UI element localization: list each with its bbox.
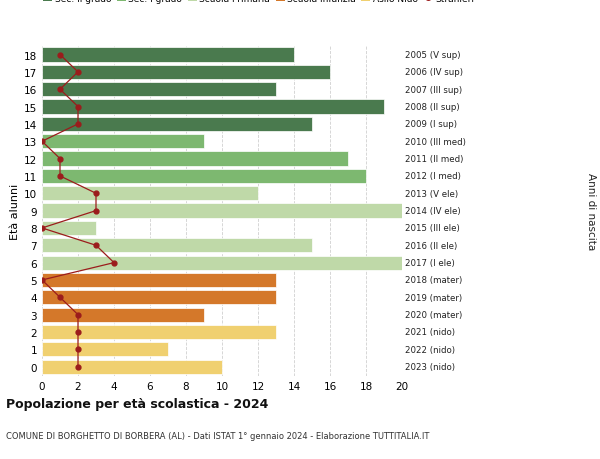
- Text: Anni di nascita: Anni di nascita: [586, 173, 596, 250]
- Text: 2009 (I sup): 2009 (I sup): [405, 120, 457, 129]
- Text: 2022 (nido): 2022 (nido): [405, 345, 455, 354]
- Bar: [42, 48, 294, 62]
- Bar: [42, 308, 204, 322]
- Text: 2005 (V sup): 2005 (V sup): [405, 51, 461, 60]
- Text: 2012 (I med): 2012 (I med): [405, 172, 461, 181]
- Text: 2019 (mater): 2019 (mater): [405, 293, 462, 302]
- Text: 2011 (II med): 2011 (II med): [405, 155, 463, 164]
- Text: 2021 (nido): 2021 (nido): [405, 328, 455, 337]
- Bar: [42, 221, 96, 235]
- Bar: [42, 83, 276, 97]
- Bar: [42, 239, 312, 253]
- Bar: [42, 169, 366, 184]
- Text: 2008 (II sup): 2008 (II sup): [405, 103, 460, 112]
- Y-axis label: Età alunni: Età alunni: [10, 183, 20, 239]
- Bar: [42, 204, 402, 218]
- Text: 2014 (IV ele): 2014 (IV ele): [405, 207, 461, 216]
- Text: 2007 (III sup): 2007 (III sup): [405, 85, 462, 95]
- Text: 2013 (V ele): 2013 (V ele): [405, 190, 458, 198]
- Bar: [42, 100, 384, 114]
- Bar: [42, 135, 204, 149]
- Bar: [42, 187, 258, 201]
- Text: 2018 (mater): 2018 (mater): [405, 276, 462, 285]
- Bar: [42, 66, 330, 80]
- Text: 2016 (II ele): 2016 (II ele): [405, 241, 457, 250]
- Bar: [42, 152, 348, 166]
- Text: 2006 (IV sup): 2006 (IV sup): [405, 68, 463, 77]
- Text: 2017 (I ele): 2017 (I ele): [405, 258, 455, 268]
- Text: 2010 (III med): 2010 (III med): [405, 137, 466, 146]
- Text: 2023 (nido): 2023 (nido): [405, 362, 455, 371]
- Bar: [42, 291, 276, 305]
- Bar: [42, 118, 312, 132]
- Bar: [42, 360, 222, 374]
- Text: COMUNE DI BORGHETTO DI BORBERA (AL) - Dati ISTAT 1° gennaio 2024 - Elaborazione : COMUNE DI BORGHETTO DI BORBERA (AL) - Da…: [6, 431, 430, 441]
- Text: 2020 (mater): 2020 (mater): [405, 310, 462, 319]
- Text: Popolazione per età scolastica - 2024: Popolazione per età scolastica - 2024: [6, 397, 268, 410]
- Bar: [42, 325, 276, 339]
- Bar: [42, 342, 168, 357]
- Bar: [42, 273, 276, 287]
- Bar: [42, 256, 420, 270]
- Text: 2015 (III ele): 2015 (III ele): [405, 224, 460, 233]
- Legend: Sec. II grado, Sec. I grado, Scuola Primaria, Scuola Infanzia, Asilo Nido, Stran: Sec. II grado, Sec. I grado, Scuola Prim…: [40, 0, 478, 7]
